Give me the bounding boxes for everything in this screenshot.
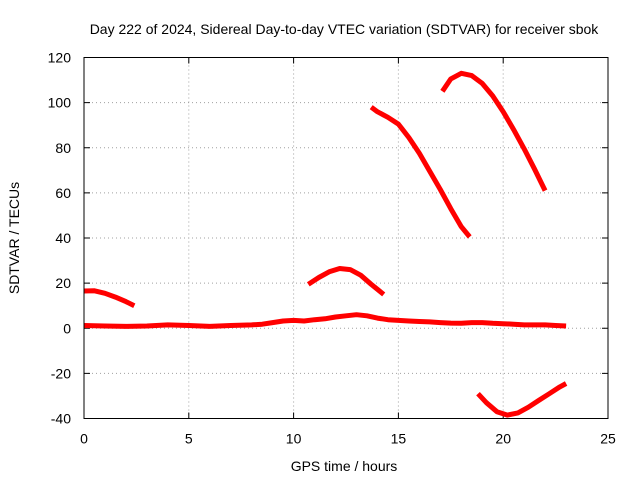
series-arc-2 xyxy=(83,312,567,329)
x-tick-label: 5 xyxy=(185,431,193,447)
x-tick-label: 10 xyxy=(286,431,302,447)
grid-lines xyxy=(84,57,608,419)
y-axis-ticks: -40 -20 0 20 40 60 80 100 120 xyxy=(48,50,608,427)
x-tick-label: 15 xyxy=(391,431,407,447)
y-tick-label: 120 xyxy=(48,50,72,66)
y-tick-label: 80 xyxy=(55,140,71,156)
x-tick-label: 0 xyxy=(80,431,88,447)
y-tick-label: -20 xyxy=(51,365,71,381)
series-arc-1 xyxy=(83,288,136,308)
y-tick-label: -40 xyxy=(51,411,71,427)
x-axis-label: GPS time / hours xyxy=(291,458,398,474)
y-axis-label: SDTVAR / TECUs xyxy=(6,182,22,294)
series-arc-5 xyxy=(440,70,548,192)
plot-frame xyxy=(83,57,609,419)
data-series-group xyxy=(83,70,568,418)
y-tick-label: 100 xyxy=(48,95,72,111)
y-tick-label: 0 xyxy=(63,320,71,336)
x-axis-ticks: 0 5 10 15 20 25 xyxy=(80,57,616,447)
chart-title: Day 222 of 2024, Sidereal Day-to-day VTE… xyxy=(90,21,600,37)
series-arc-6 xyxy=(476,381,568,418)
y-tick-label: 20 xyxy=(55,275,71,291)
series-arc-3 xyxy=(306,266,386,297)
x-tick-label: 20 xyxy=(495,431,511,447)
y-tick-label: 60 xyxy=(55,185,71,201)
x-tick-label: 25 xyxy=(600,431,616,447)
series-arc-4 xyxy=(369,105,472,239)
y-tick-label: 40 xyxy=(55,230,71,246)
